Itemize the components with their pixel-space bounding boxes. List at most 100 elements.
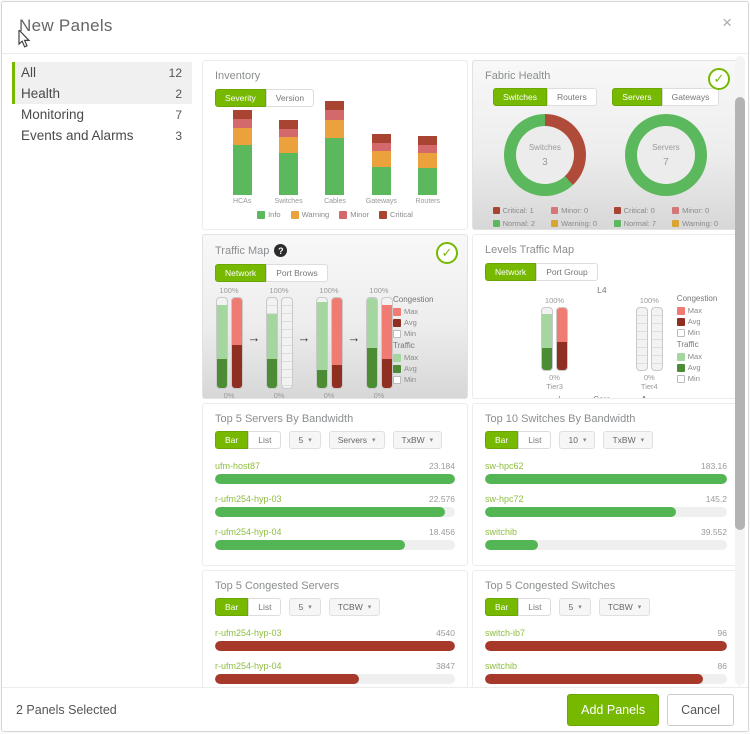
hbar-fill xyxy=(485,507,677,517)
panel-inventory[interactable]: Inventory Severity Version HCAs Switches Ca… xyxy=(202,60,468,230)
donut-value: 7 xyxy=(663,156,669,168)
hbar-track xyxy=(485,507,727,517)
traffic-avg-fill xyxy=(266,359,277,388)
hbar-row: r-ufm254-hyp-04 18.456 xyxy=(215,527,455,550)
selection-status: 2 Panels Selected xyxy=(16,702,117,717)
panel-traffic-map[interactable]: ✓ Traffic Map ? Network Port Brows 100% 0%… xyxy=(202,234,468,399)
panel-congested-switches[interactable]: Top 5 Congested Switches Bar List 5 ▾ TCBW ▾ … xyxy=(472,570,740,687)
toggle-bar[interactable]: Bar xyxy=(215,431,249,449)
toggle-gateways[interactable]: Gateways xyxy=(661,88,720,106)
dropdown-5[interactable]: 5 ▾ xyxy=(289,598,321,616)
hbar-label: r-ufm254-hyp-03 xyxy=(215,494,282,504)
hbar-chart: switch-ib796switchib86sw-hpc624 xyxy=(485,628,727,687)
donut-center: Switches 3 xyxy=(515,126,574,184)
toggle-servers[interactable]: Servers xyxy=(612,88,662,106)
legend-item: Max xyxy=(393,353,455,362)
toggle-network[interactable]: Network xyxy=(485,263,537,281)
traffic-gauge xyxy=(541,307,553,371)
toggle-switches[interactable]: Switches xyxy=(492,88,547,106)
toggle-list[interactable]: List xyxy=(248,431,282,449)
sidebar-item-events-and-alarms[interactable]: Events and Alarms 3 xyxy=(12,125,192,146)
sidebar-item-monitoring[interactable]: Monitoring 7 xyxy=(12,104,192,125)
toggle-list[interactable]: List xyxy=(248,598,282,616)
dropdown-txbw[interactable]: TxBW ▾ xyxy=(603,431,654,449)
hbar-header: r-ufm254-hyp-04 3847 xyxy=(215,661,455,671)
congestion-gauge xyxy=(230,297,243,389)
levels-toggle: Network Port Group xyxy=(485,263,598,281)
toggle-port-group[interactable]: Port Group xyxy=(536,263,598,281)
close-icon[interactable]: × xyxy=(722,13,732,32)
panel-top-switches[interactable]: Top 10 Switches By Bandwidth Bar List 10 ▾ T… xyxy=(472,403,740,566)
dropdown-10[interactable]: 10 ▾ xyxy=(559,431,596,449)
scrollbar-thumb[interactable] xyxy=(735,97,745,530)
gauge-top-label: 100% xyxy=(269,286,289,295)
toggle-bar[interactable]: Bar xyxy=(485,431,519,449)
legend-label: Minor xyxy=(350,210,369,219)
legend-swatch xyxy=(393,364,401,373)
congestion-gauge xyxy=(380,297,393,389)
dropdown-txbw[interactable]: TxBW ▾ xyxy=(392,431,443,449)
scrollbar-track[interactable] xyxy=(735,56,745,685)
panel-top-servers[interactable]: Top 5 Servers By Bandwidth Bar List 5 ▾ Serv… xyxy=(202,403,468,566)
hbar-header: r-ufm254-hyp-04 18.456 xyxy=(215,527,455,537)
traffic-max-fill xyxy=(316,301,327,370)
congestion-avg-fill xyxy=(331,364,342,388)
legend-swatch xyxy=(613,207,621,214)
hbar-label: r-ufm254-hyp-04 xyxy=(215,527,282,537)
stacked-bar-column: Gateways xyxy=(359,97,403,205)
caret-down-icon: ▾ xyxy=(578,604,582,611)
segment-info xyxy=(279,153,299,195)
toggle-port-brows[interactable]: Port Brows xyxy=(266,264,328,282)
dropdown-5[interactable]: 5 ▾ xyxy=(289,431,321,449)
legend-label: Warning xyxy=(301,210,330,219)
gauge-bottom-label: 0% xyxy=(273,391,285,399)
toggle-list[interactable]: List xyxy=(518,598,552,616)
category-sidebar: All 12 Health 2 Monitoring 7 Events and Alarms… xyxy=(2,54,192,687)
legend-swatch xyxy=(676,363,685,372)
legend-label: Minor: 0 xyxy=(561,206,589,215)
dropdown-tcbw[interactable]: TCBW ▾ xyxy=(598,598,651,616)
category-label: Gateways xyxy=(365,198,397,205)
gauge-bars xyxy=(635,307,663,371)
dropdown-5[interactable]: 5 ▾ xyxy=(559,598,591,616)
panel-congested-servers[interactable]: Top 5 Congested Servers Bar List 5 ▾ TCBW ▾ r… xyxy=(202,570,468,687)
panel-fabric-health[interactable]: ✓ Fabric Health Switches Routers Switches 3… xyxy=(472,60,740,230)
add-panels-button[interactable]: Add Panels xyxy=(567,693,660,726)
hbar-header: sw-hpc62 183.16 xyxy=(485,461,727,471)
traffic-avg-fill xyxy=(316,370,327,388)
dialog-header: New Panels × xyxy=(2,2,748,54)
toggle-severity[interactable]: Severity xyxy=(215,89,266,107)
dropdown-servers[interactable]: Servers ▾ xyxy=(328,431,385,449)
toggle-network[interactable]: Network xyxy=(215,264,267,282)
dropdown-tcbw[interactable]: TCBW ▾ xyxy=(328,598,381,616)
toggle-list[interactable]: List xyxy=(518,431,552,449)
stacked-bar-plot: HCAs Switches Cables Gateways Routers xyxy=(215,101,455,205)
panel-title: Top 5 Congested Switches xyxy=(485,580,616,592)
stacked-bar xyxy=(371,134,391,195)
panel-title: Top 5 Servers By Bandwidth xyxy=(215,413,354,425)
legend-swatch xyxy=(492,207,500,214)
sidebar-item-health[interactable]: Health 2 xyxy=(12,83,192,104)
gauge-bottom-label: 0% xyxy=(223,391,235,399)
hbar-track xyxy=(485,540,727,550)
congestion-avg-fill xyxy=(557,342,567,370)
sidebar-item-all[interactable]: All 12 xyxy=(12,62,192,83)
toggle-bar[interactable]: Bar xyxy=(215,598,249,616)
panel-levels-traffic-map[interactable]: Levels Traffic Map Network Port Group L4 1… xyxy=(472,234,740,399)
gauge-bars xyxy=(265,297,293,389)
caret-down-icon: ▾ xyxy=(308,437,312,444)
toggle-routers[interactable]: Routers xyxy=(546,88,597,106)
legend-swatch xyxy=(393,318,401,327)
segment-info xyxy=(371,167,391,195)
donut-value: 3 xyxy=(542,156,548,168)
toggle-version[interactable]: Version xyxy=(265,89,315,107)
legend-item: Avg xyxy=(676,317,727,326)
segment-warning xyxy=(232,128,252,145)
dialog-footer: 2 Panels Selected Add Panels Cancel xyxy=(2,687,748,731)
help-icon[interactable]: ? xyxy=(274,244,288,257)
legend-swatch xyxy=(290,210,299,219)
stacked-bar xyxy=(279,120,299,195)
legend-item: Minor xyxy=(339,210,369,219)
toggle-bar[interactable]: Bar xyxy=(485,598,519,616)
cancel-button[interactable]: Cancel xyxy=(667,693,734,726)
